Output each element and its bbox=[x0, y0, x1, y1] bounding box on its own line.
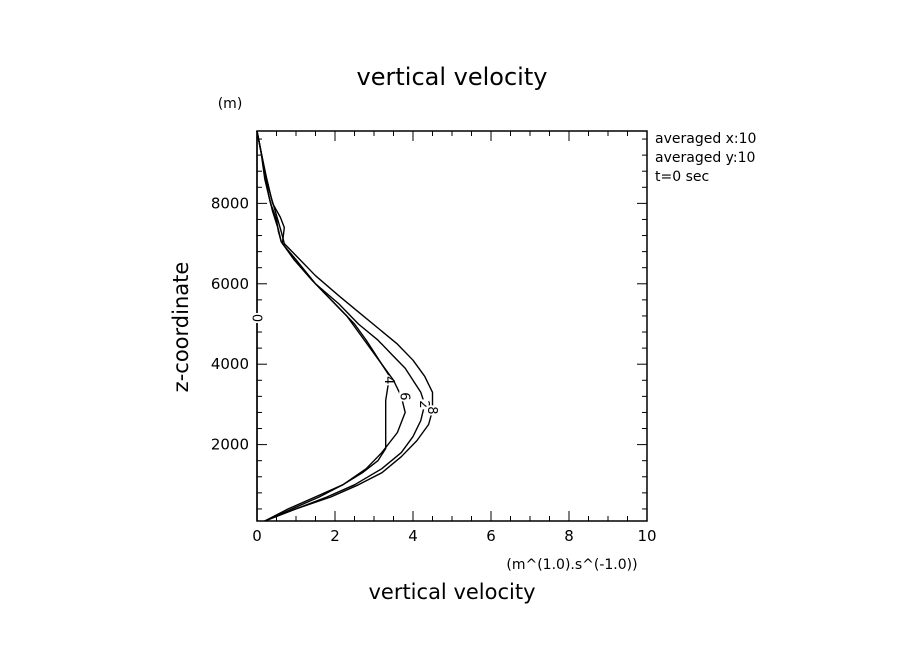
plot-frame bbox=[256, 130, 648, 522]
series-label-group: 0 bbox=[249, 313, 264, 323]
chart-title: vertical velocity bbox=[357, 63, 548, 91]
x-tick-label: 8 bbox=[564, 527, 574, 545]
y-axis-label: z-coordinate bbox=[169, 262, 193, 393]
series-line bbox=[256, 130, 391, 522]
series-label-bg bbox=[426, 405, 439, 416]
y-axis-units: (m) bbox=[218, 96, 243, 112]
series-label-group: 6 bbox=[397, 391, 412, 402]
y-tick-label: 8000 bbox=[211, 194, 249, 212]
y-tick-label: 6000 bbox=[211, 275, 249, 293]
series-label-bg bbox=[251, 313, 263, 323]
info-line: averaged x:10 bbox=[655, 131, 756, 147]
series-label-bg bbox=[383, 375, 396, 386]
y-tick-label: 2000 bbox=[211, 436, 249, 454]
info-line: averaged y:10 bbox=[655, 150, 755, 166]
x-tick-label: 2 bbox=[330, 527, 340, 545]
x-tick-label: 10 bbox=[637, 527, 656, 545]
series-label: 0 bbox=[249, 314, 264, 322]
series-label-bg bbox=[399, 391, 412, 402]
info-text-group: averaged x:10 averaged y:10 t=0 sec bbox=[655, 131, 756, 185]
series-line bbox=[256, 130, 434, 522]
series-label-group: 8 bbox=[424, 405, 439, 416]
x-tick-label: 4 bbox=[408, 527, 418, 545]
series-line bbox=[256, 130, 426, 522]
series-label-group: 4 bbox=[381, 375, 396, 386]
x-axis-label: vertical velocity bbox=[368, 580, 535, 604]
x-axis-units: (m^(1.0).s^(-1.0)) bbox=[506, 557, 637, 573]
series-line bbox=[256, 130, 406, 522]
y-tick-label: 4000 bbox=[211, 355, 249, 373]
x-tick-label: 6 bbox=[486, 527, 496, 545]
info-line: t=0 sec bbox=[655, 169, 709, 185]
x-tick-label: 0 bbox=[252, 527, 262, 545]
series-label: 8 bbox=[424, 406, 439, 414]
series-label: 4 bbox=[381, 376, 396, 384]
series-label: 6 bbox=[397, 392, 412, 400]
series-label: 2 bbox=[416, 400, 431, 408]
